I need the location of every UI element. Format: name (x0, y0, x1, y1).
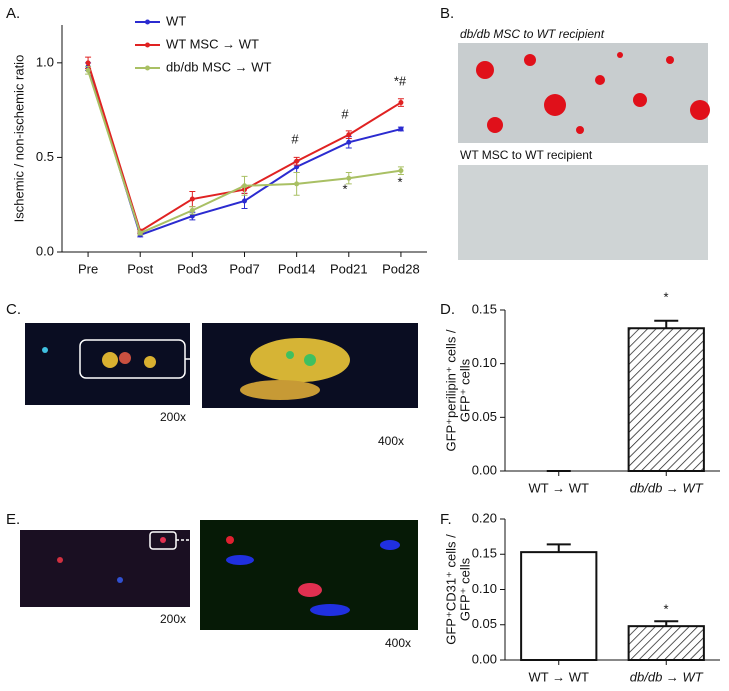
annotation: * (663, 601, 668, 616)
bar (520, 551, 598, 662)
legend-marker (145, 65, 150, 71)
y-tick-label: 0.15 (472, 301, 497, 316)
marker (85, 67, 91, 73)
legend-label: db/db MSC → WT (166, 59, 272, 74)
micrograph (200, 520, 418, 630)
x-tick-label: Pod21 (330, 261, 368, 276)
y-tick-label: 0.00 (472, 651, 497, 666)
micrograph (20, 530, 196, 607)
y-tick-label: 0.10 (472, 355, 497, 370)
image-caption: 200x (160, 410, 186, 424)
x-tick-label: db/db → WT (630, 669, 704, 684)
image-caption: 400x (385, 636, 411, 650)
marker (189, 207, 195, 213)
panel-label: B. (440, 5, 454, 22)
y-tick-label: 0.05 (472, 616, 497, 631)
image-caption: 200x (160, 612, 186, 626)
y-axis-label: Ischemic / non-ischemic ratio (11, 55, 26, 223)
marker (85, 60, 91, 66)
panel-label: D. (440, 301, 455, 318)
error-bar (654, 319, 679, 329)
marker (294, 158, 300, 164)
bar (627, 327, 705, 472)
image-caption: db/db MSC to WT recipient (460, 27, 605, 41)
y-tick-label: 0.5 (36, 149, 54, 164)
panel-label: F. (440, 511, 452, 528)
x-tick-label: Pre (78, 261, 98, 276)
x-tick-label: Pod7 (229, 261, 259, 276)
annotation: # (291, 131, 299, 146)
micrograph (202, 323, 418, 408)
marker (189, 213, 195, 219)
legend-marker (145, 19, 150, 25)
bar (627, 625, 705, 661)
marker (398, 100, 404, 106)
y-tick-label: 0.10 (472, 581, 497, 596)
marker (398, 126, 404, 132)
y-tick-label: 0.05 (472, 409, 497, 424)
x-tick-label: WT → WT (529, 669, 589, 684)
y-tick-label: 0.20 (472, 510, 497, 525)
y-tick-label: 1.0 (36, 54, 54, 69)
image-caption: 400x (378, 434, 404, 448)
micrograph (25, 323, 200, 405)
marker (346, 132, 352, 138)
y-axis-label: GFP⁺ cells (457, 557, 472, 621)
annotation: * (397, 174, 402, 189)
marker (294, 164, 300, 170)
x-tick-label: Pod14 (278, 261, 316, 276)
y-tick-label: 0.15 (472, 546, 497, 561)
micrograph (458, 165, 708, 260)
marker (137, 230, 143, 236)
x-tick-label: Pod3 (177, 261, 207, 276)
annotation: # (341, 106, 349, 121)
marker (294, 181, 300, 187)
legend-marker (145, 42, 150, 48)
y-tick-label: 0.00 (472, 462, 497, 477)
marker (242, 183, 247, 189)
marker (398, 168, 404, 174)
panel-label: E. (6, 511, 20, 528)
panel-label: A. (6, 5, 20, 22)
legend-label: WT MSC → WT (166, 36, 259, 51)
y-axis-label: GFP⁺ cells (457, 358, 472, 422)
x-tick-label: Pod28 (382, 261, 420, 276)
micrograph (458, 43, 710, 143)
marker (346, 175, 352, 181)
annotation: *# (394, 73, 407, 88)
marker (242, 198, 247, 204)
y-axis-label: GFP⁺CD31⁺ cells / (443, 534, 458, 645)
series-line (87, 66, 402, 237)
image-caption: WT MSC to WT recipient (460, 148, 593, 162)
marker (189, 196, 195, 202)
legend-label: WT (166, 13, 186, 28)
error-bar (546, 543, 571, 553)
x-tick-label: WT → WT (529, 480, 589, 495)
annotation: * (342, 181, 347, 196)
y-axis-label: GFP⁺perilipin⁺ cells / (443, 329, 458, 451)
y-tick-label: 0.0 (36, 243, 54, 258)
panel-label: C. (6, 301, 21, 318)
annotation: * (663, 289, 668, 304)
x-tick-label: Post (127, 261, 153, 276)
marker (346, 139, 352, 145)
x-tick-label: db/db → WT (630, 480, 704, 495)
